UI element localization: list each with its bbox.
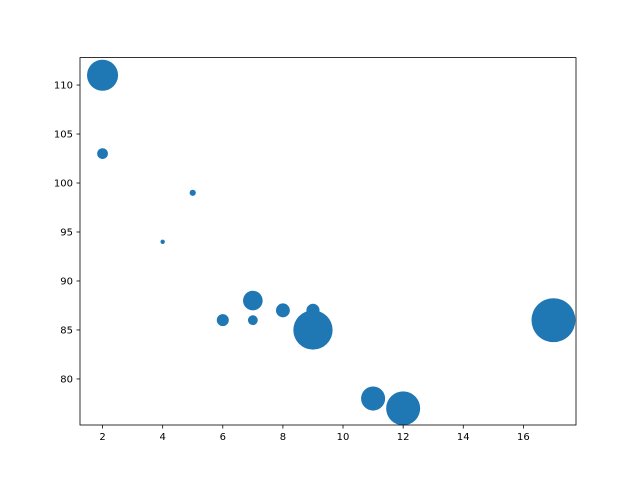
y-tick: 90 xyxy=(60,276,80,287)
x-tick: 6 xyxy=(220,425,226,443)
y-axis: 80 85 90 95 100 105 110 xyxy=(54,81,80,385)
scatter-point xyxy=(160,239,165,244)
y-tick-label: 80 xyxy=(60,374,73,385)
x-tick: 16 xyxy=(517,425,530,443)
scatter-point xyxy=(216,314,229,327)
x-tick: 14 xyxy=(457,425,470,443)
y-tick: 95 xyxy=(60,227,80,238)
x-tick-label: 4 xyxy=(159,432,165,443)
x-axis: 2 4 6 8 10 12 14 16 xyxy=(99,425,530,443)
x-tick-label: 14 xyxy=(457,432,470,443)
y-tick-label: 105 xyxy=(54,130,73,141)
x-tick-label: 2 xyxy=(99,432,105,443)
scatter-point xyxy=(293,310,333,350)
points-layer xyxy=(87,59,576,426)
x-tick-label: 8 xyxy=(280,432,286,443)
scatter-point xyxy=(247,315,258,326)
y-tick: 100 xyxy=(54,179,80,190)
plot-frame xyxy=(79,57,577,426)
x-tick-label: 12 xyxy=(397,432,410,443)
y-tick: 110 xyxy=(54,81,80,92)
y-tick: 80 xyxy=(60,374,80,385)
scatter-point xyxy=(531,298,576,343)
x-tick: 8 xyxy=(280,425,286,443)
scatter-point xyxy=(87,59,119,91)
y-tick-label: 85 xyxy=(60,325,73,336)
scatter-point xyxy=(361,386,386,411)
y-tick-label: 90 xyxy=(60,276,73,287)
y-tick-label: 95 xyxy=(60,227,73,238)
x-tick-label: 16 xyxy=(517,432,530,443)
scatter-point xyxy=(189,189,196,196)
x-tick-label: 10 xyxy=(337,432,350,443)
scatter-point xyxy=(97,148,108,159)
scatter-point xyxy=(386,391,421,426)
scatter-point xyxy=(275,303,290,318)
x-tick: 4 xyxy=(159,425,166,443)
x-tick: 10 xyxy=(337,425,350,443)
y-tick-label: 100 xyxy=(54,179,73,190)
x-tick: 2 xyxy=(99,425,106,443)
scatter-point xyxy=(243,290,263,311)
x-tick: 12 xyxy=(397,425,410,443)
y-tick: 85 xyxy=(60,325,80,336)
y-tick: 105 xyxy=(54,130,80,141)
x-tick-label: 6 xyxy=(220,432,226,443)
y-tick-label: 110 xyxy=(54,81,73,92)
